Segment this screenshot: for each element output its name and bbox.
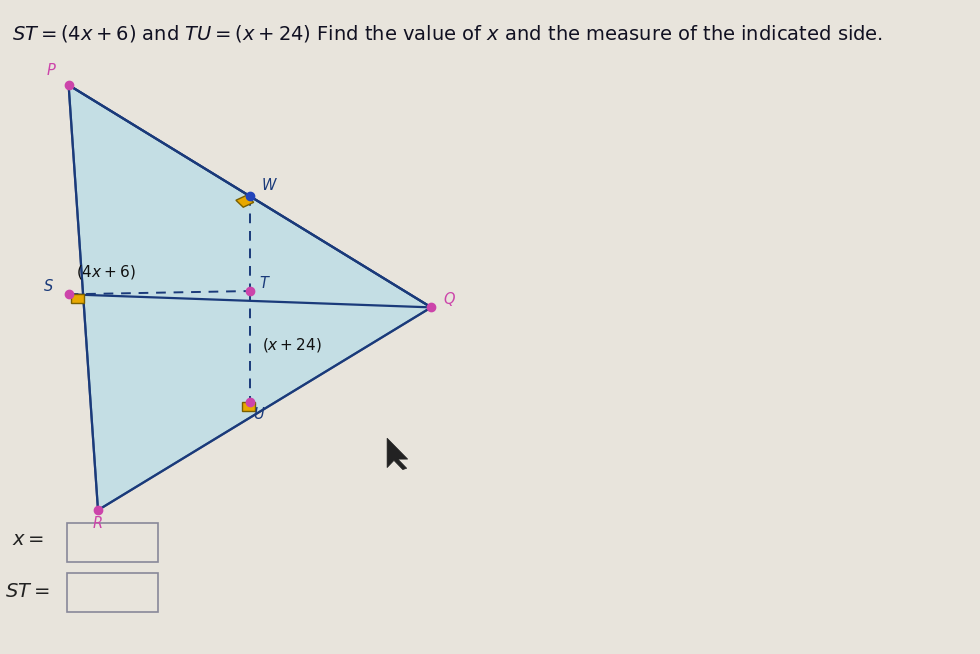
Text: R: R — [93, 517, 103, 532]
Polygon shape — [236, 196, 254, 207]
Text: $ST=(4x+6)$ and $TU=(x+24)$ Find the value of $x$ and the measure of the indicat: $ST=(4x+6)$ and $TU=(x+24)$ Find the val… — [12, 23, 883, 44]
Polygon shape — [72, 294, 84, 303]
FancyBboxPatch shape — [67, 523, 158, 562]
Text: W: W — [262, 178, 276, 193]
Polygon shape — [69, 85, 431, 510]
Text: $ST=$: $ST=$ — [5, 582, 49, 602]
Polygon shape — [387, 438, 408, 470]
Text: T: T — [260, 276, 269, 291]
Text: P: P — [47, 63, 56, 78]
Text: S: S — [44, 279, 53, 294]
Text: $(x+24)$: $(x+24)$ — [262, 336, 321, 354]
FancyBboxPatch shape — [67, 573, 158, 612]
Text: U: U — [253, 407, 264, 422]
Text: $x=$: $x=$ — [12, 530, 44, 549]
Text: Q: Q — [443, 292, 455, 307]
Text: $(4x+6)$: $(4x+6)$ — [76, 263, 135, 281]
Polygon shape — [242, 402, 255, 411]
